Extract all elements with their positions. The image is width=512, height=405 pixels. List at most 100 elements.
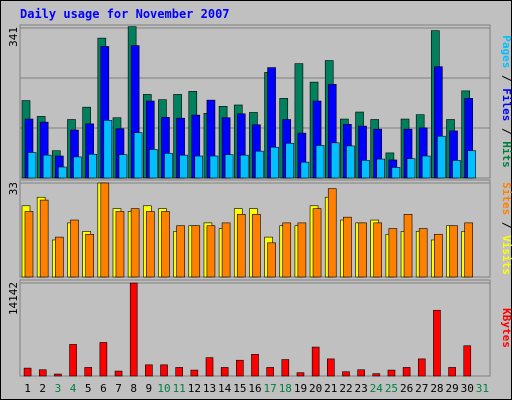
- bar-sites-day-25: [388, 228, 398, 278]
- series-pages: [27, 120, 476, 179]
- bar-sites-day-10: [161, 211, 170, 278]
- bar-kbytes-day-12: [190, 369, 199, 377]
- ymax-label: 341: [7, 27, 20, 47]
- bar-kbytes-day-16: [251, 353, 259, 377]
- x-tick-label: 15: [233, 382, 246, 395]
- x-tick-label: 5: [85, 382, 92, 395]
- bar-pages-day-21: [330, 142, 340, 179]
- bar-kbytes-day-3: [54, 373, 62, 377]
- bar-pages-day-15: [239, 154, 249, 179]
- x-axis: 1 2 3 4 5 6 7 8 9 10 11 12 13 14 15 16 17 18 19 20 21 22 23 24 2…: [24, 382, 489, 395]
- bar-pages-day-2: [42, 154, 52, 179]
- bar-kbytes-day-20: [311, 346, 320, 377]
- panel-hits: 341 Pages / Files / Hits: [7, 24, 512, 179]
- x-tick-label: 29: [445, 382, 458, 395]
- bar-sites-day-28: [434, 233, 443, 278]
- bar-sites-day-15: [236, 214, 246, 278]
- bar-sites-day-13: [206, 225, 216, 278]
- bar-pages-day-27: [421, 155, 431, 179]
- bar-sites-day-4: [70, 219, 79, 278]
- x-tick-label: 14: [218, 382, 232, 395]
- ymax-label: 14142: [7, 282, 20, 315]
- bar-pages-day-1: [27, 152, 37, 179]
- bar-pages-day-3: [58, 166, 67, 179]
- bar-kbytes-day-24: [372, 373, 381, 377]
- bar-sites-day-1: [24, 211, 34, 278]
- x-tick-label: 8: [130, 382, 137, 395]
- ymax-label: 33: [7, 182, 20, 195]
- x-tick-label: 16: [248, 382, 261, 395]
- bar-kbytes-day-9: [145, 364, 153, 377]
- x-tick-label: 31: [476, 382, 489, 395]
- legend-entry: Visits: [500, 235, 512, 275]
- series-legend: KBytes: [500, 308, 512, 348]
- x-tick-label: 25: [385, 382, 398, 395]
- x-tick-label: 24: [370, 382, 384, 395]
- x-tick-label: 2: [39, 382, 46, 395]
- panel-visits: 33 Sites / Visits: [7, 179, 512, 278]
- bar-sites-day-6: [100, 182, 110, 278]
- bar-pages-day-25: [391, 167, 401, 179]
- bar-kbytes-day-17: [266, 367, 274, 377]
- x-tick-label: 27: [415, 382, 428, 395]
- bar-kbytes-day-25: [387, 369, 396, 377]
- legend-entry: /: [500, 215, 512, 235]
- bar-sites-day-2: [39, 199, 49, 278]
- bar-sites-day-23: [358, 222, 367, 278]
- x-tick-label: 10: [157, 382, 170, 395]
- bar-sites-day-3: [55, 236, 64, 278]
- bar-kbytes-day-4: [69, 344, 77, 377]
- bar-kbytes-day-11: [175, 367, 183, 377]
- bar-pages-day-6: [103, 120, 113, 179]
- bar-pages-day-23: [361, 160, 370, 179]
- bar-kbytes-day-1: [23, 367, 32, 377]
- bar-kbytes-day-22: [342, 371, 350, 377]
- series-sites: [24, 182, 473, 278]
- panel-kbytes: 14142 KBytes: [7, 279, 512, 377]
- x-tick-label: 7: [115, 382, 122, 395]
- bar-sites-day-18: [282, 222, 292, 278]
- x-tick-label: 22: [339, 382, 352, 395]
- bar-kbytes-day-7: [114, 370, 123, 377]
- series-legend: Sites / Visits: [500, 182, 512, 275]
- bar-sites-day-11: [176, 225, 185, 278]
- bar-kbytes-day-26: [402, 367, 411, 377]
- bar-pages-day-18: [285, 142, 295, 179]
- legend-entry: KBytes: [500, 308, 512, 348]
- bar-sites-day-9: [145, 211, 155, 278]
- bar-pages-day-29: [452, 160, 461, 179]
- x-tick-label: 6: [100, 382, 107, 395]
- bar-sites-day-14: [221, 222, 231, 278]
- bar-sites-day-17: [267, 242, 276, 278]
- x-tick-label: 17: [264, 382, 277, 395]
- bar-sites-day-22: [343, 216, 352, 278]
- bar-pages-day-16: [255, 150, 264, 179]
- chart-title: Daily usage for November 2007: [20, 7, 230, 21]
- x-tick-label: 21: [324, 382, 337, 395]
- bar-kbytes-day-19: [296, 372, 305, 377]
- bar-kbytes-day-21: [327, 358, 335, 377]
- series-legend: Pages / Files / Hits: [500, 35, 512, 168]
- bar-pages-day-13: [209, 155, 219, 179]
- bar-pages-day-24: [376, 158, 386, 179]
- bar-pages-day-8: [133, 132, 143, 179]
- bar-kbytes-day-28: [433, 309, 441, 377]
- bar-kbytes-day-13: [205, 357, 214, 377]
- bar-pages-day-14: [224, 154, 234, 179]
- bar-sites-day-8: [130, 208, 140, 278]
- bar-pages-day-30: [467, 150, 476, 179]
- bar-kbytes-day-15: [236, 359, 244, 377]
- x-tick-label: 4: [70, 382, 77, 395]
- bar-kbytes-day-6: [99, 342, 108, 377]
- bar-pages-day-20: [315, 145, 325, 179]
- bar-sites-day-30: [464, 222, 473, 278]
- bar-sites-day-24: [373, 222, 383, 278]
- bar-sites-day-20: [312, 208, 322, 278]
- bar-kbytes-day-2: [38, 369, 47, 377]
- x-tick-label: 11: [173, 382, 186, 395]
- bar-sites-day-19: [297, 222, 307, 278]
- legend-entry: /: [500, 121, 512, 141]
- bar-sites-day-21: [327, 188, 337, 278]
